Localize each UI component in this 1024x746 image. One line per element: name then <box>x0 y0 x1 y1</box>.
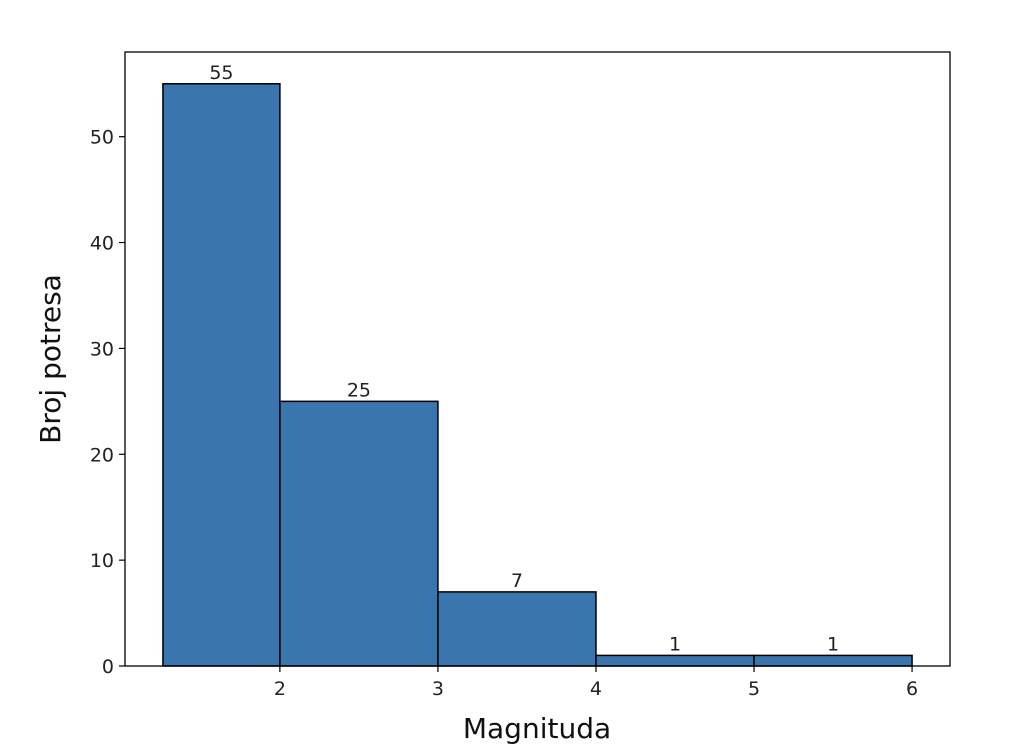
y-tick-label: 50 <box>90 127 114 149</box>
x-tick-label: 5 <box>748 678 760 700</box>
histogram-bar <box>753 654 913 667</box>
x-axis-label: Magnituda <box>463 712 611 745</box>
bar-labels-group: 55 25 7 1 1 <box>209 62 839 656</box>
y-axis-label: Broj potresa <box>34 274 67 444</box>
x-tick-label: 3 <box>432 678 444 700</box>
y-tick-label: 20 <box>90 444 114 466</box>
histogram-bar <box>279 400 439 667</box>
bars-group <box>162 83 913 667</box>
x-axis-ticks: 2 3 4 5 6 <box>274 666 918 700</box>
bar-value-label: 25 <box>347 379 371 401</box>
histogram-bar <box>437 591 597 667</box>
bar-value-label: 1 <box>669 633 681 655</box>
bar-value-label: 7 <box>511 570 523 592</box>
bar-value-label: 1 <box>827 633 839 655</box>
histogram-bar <box>595 654 755 667</box>
bar-value-label: 55 <box>209 62 233 84</box>
x-tick-label: 6 <box>906 678 918 700</box>
histogram-bar <box>162 83 281 667</box>
y-axis-ticks: 0 10 20 30 40 50 <box>90 127 125 678</box>
y-tick-label: 40 <box>90 233 114 255</box>
plot-frame <box>124 51 951 667</box>
y-tick-label: 0 <box>102 656 114 678</box>
x-tick-label: 4 <box>590 678 602 700</box>
y-tick-label: 10 <box>90 550 114 572</box>
y-tick-label: 30 <box>90 338 114 360</box>
x-tick-label: 2 <box>274 678 286 700</box>
